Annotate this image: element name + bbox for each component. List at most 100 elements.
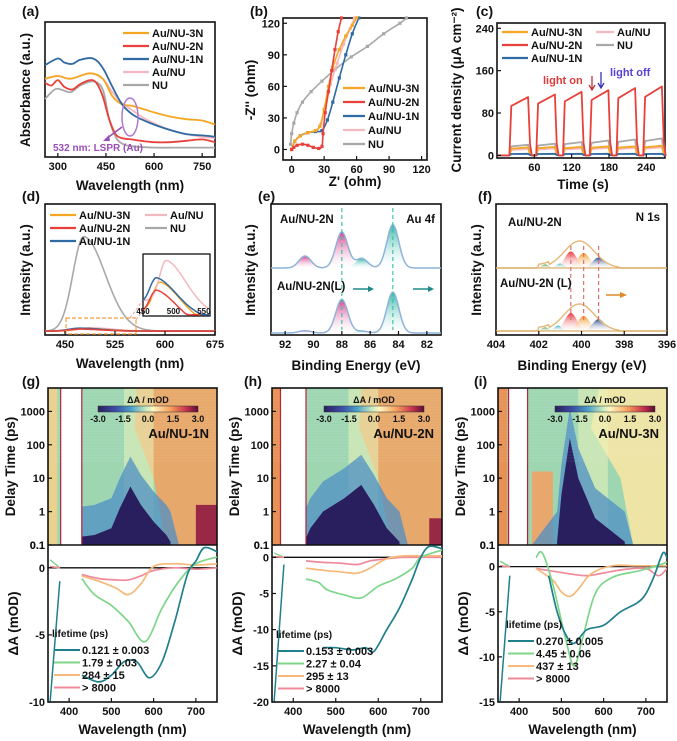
y-top-tick-label: 10: [257, 473, 269, 485]
marker-au-nu-2n: [292, 145, 296, 149]
y-bottom-tick-label: -5: [259, 588, 269, 600]
inset-tick-label: 450: [136, 307, 150, 316]
line-au-nu-2n: [497, 85, 667, 157]
ticks-c: 60 120 180 240 0 80 160 240: [476, 23, 656, 174]
x-c-tick-label: 180: [600, 162, 618, 174]
inset-d: 450 500 550: [136, 253, 211, 317]
ticks-f: 404 402 400 398 396: [487, 331, 676, 351]
series-lines-c: [497, 85, 667, 157]
x-tick-label: 400: [60, 706, 78, 718]
heatmap-i: [498, 388, 667, 545]
marker-au-nu-3n: [326, 84, 331, 88]
legend-label: 437 ± 13: [536, 661, 579, 673]
y-top-tick-label: 1: [39, 507, 45, 519]
y-top-tick-label: 100: [27, 440, 45, 452]
light-off-label: light off: [610, 67, 651, 79]
sample-label-f-top: Au/NU-2N: [508, 217, 562, 229]
sample-label: Au/NU-2N: [373, 426, 434, 441]
xps-component-peak: [532, 325, 583, 331]
x-f-tick-label: 404: [487, 339, 506, 351]
series-lines-a: [44, 57, 216, 149]
marker-au-nu-2n: [290, 147, 294, 152]
legend-label: 295 ± 13: [306, 671, 349, 683]
y-b-tick-label: 30: [268, 113, 280, 125]
colorbar-tick-label: -1.5: [115, 414, 131, 424]
legend-a-item-label: Au/NU-2N: [152, 41, 203, 53]
legend-a-item-label: Au/NU: [152, 67, 186, 79]
y-bottom-tick-label: 0: [489, 562, 495, 574]
legend-b-item-label: Au/NU-1N: [368, 111, 419, 123]
x-a-tick-label: 600: [145, 161, 163, 173]
y-axis-label-f: Intensity (a.u.): [469, 224, 484, 316]
x-f-tick-label: 400: [572, 339, 590, 351]
legend-label: > 8000: [536, 674, 570, 686]
legend-b-item-label: Au/NU-3N: [368, 83, 419, 95]
legend-b-item-label: Au/NU-2N: [368, 97, 419, 109]
light-off-arrow-icon: [597, 72, 605, 90]
das-line: [535, 564, 667, 598]
colorbar-tick-label: 3.0: [649, 414, 662, 424]
x-f-tick-label: 402: [530, 339, 548, 351]
plot-frame-d: [44, 203, 216, 336]
y-axis-label-bottom: ΔA (mOD): [6, 592, 21, 656]
x-axis-label-d: Wavelength (nm): [76, 356, 184, 371]
marker-nu: [309, 90, 313, 94]
marker-nu: [300, 100, 305, 104]
x-f-tick-label: 398: [615, 339, 633, 351]
x-tick-label: 500: [102, 706, 120, 718]
colorbar: [554, 405, 656, 413]
das-line: [547, 551, 667, 645]
y-top-tick-label: 0.1: [254, 540, 269, 552]
y-top-tick-label: 0.1: [480, 540, 495, 552]
marker-au-nu-2n: [317, 146, 321, 151]
marker-au-nu-2n: [339, 16, 344, 20]
line-nu: [44, 80, 215, 149]
y-bottom-tick-label: -10: [29, 697, 45, 709]
lspr-annotation: 532 nm: LSPR (Au): [53, 143, 143, 154]
marker-au-nu-2n: [300, 142, 305, 146]
x-axis-label-c: Time (s): [557, 177, 609, 192]
x-d-tick-label: 600: [156, 339, 174, 351]
y-top-tick-label: 0.1: [480, 540, 495, 552]
x-tick-label: 600: [369, 706, 387, 718]
heatmap-strong-positive: [429, 518, 442, 545]
colorbar-tick-label: -3.0: [90, 414, 106, 424]
legend-a-item-label: Au/NU-3N: [152, 28, 203, 40]
marker-au-nu-3n: [337, 47, 341, 52]
x-tick-label: 500: [552, 706, 570, 718]
panel-label-i: (i): [474, 373, 487, 389]
marker-au-nu-3n: [293, 139, 297, 143]
colorbar-title: ΔA / mOD: [353, 395, 395, 405]
y-top-tick-label: 1: [263, 507, 269, 519]
colorbar-tick-label: 0.0: [599, 414, 612, 424]
sample-label-f-bottom: Au/NU-2N (L): [500, 278, 572, 290]
legend-d: Au/NU-3N Au/NU Au/NU-2N NU Au/NU-1N: [50, 210, 204, 248]
marker-nu: [404, 16, 409, 20]
heatmap-strong-positive: [195, 504, 217, 545]
colorbar-tick-label: -1.5: [341, 414, 357, 424]
x-d-tick-label: 450: [56, 339, 74, 351]
y-top-tick-label: 1000: [245, 406, 269, 418]
marker-au-nu-3n: [306, 131, 310, 135]
heatmap-strong-negative: [81, 486, 171, 545]
legend-c-item-label: Au/NU-3N: [531, 27, 582, 39]
panel-b: (b) 0 30 60 90 120 0 30 60 90 120 Z' (ohm) -Z'' (…: [243, 3, 431, 189]
colorbar: [323, 405, 425, 413]
y-b-tick-label: 90: [268, 50, 280, 62]
panel-label-f: (f): [478, 188, 492, 204]
legend-label: 0.270 ± 0.005: [536, 636, 603, 648]
heatmap-left-strip: [48, 388, 58, 545]
panel-label-d: (d): [22, 188, 40, 204]
lspr-arrowhead: [103, 135, 110, 141]
xps-component-peak: [545, 251, 596, 268]
marker-au-nu-1n: [337, 76, 341, 80]
y-top-tick-label: 0.1: [254, 540, 269, 552]
legend-label: 1.79 ± 0.03: [82, 658, 137, 670]
panel-label-a: (a): [22, 3, 39, 19]
colorbar-tick-label: 3.0: [192, 414, 205, 424]
shift-arrowhead-f: [620, 292, 627, 298]
legend-b-item-label: Au/NU: [368, 125, 402, 137]
legend-c-item-label: Au/NU-2N: [531, 40, 582, 52]
y-axis-label-a: Absorbance (a.u.): [18, 33, 33, 147]
